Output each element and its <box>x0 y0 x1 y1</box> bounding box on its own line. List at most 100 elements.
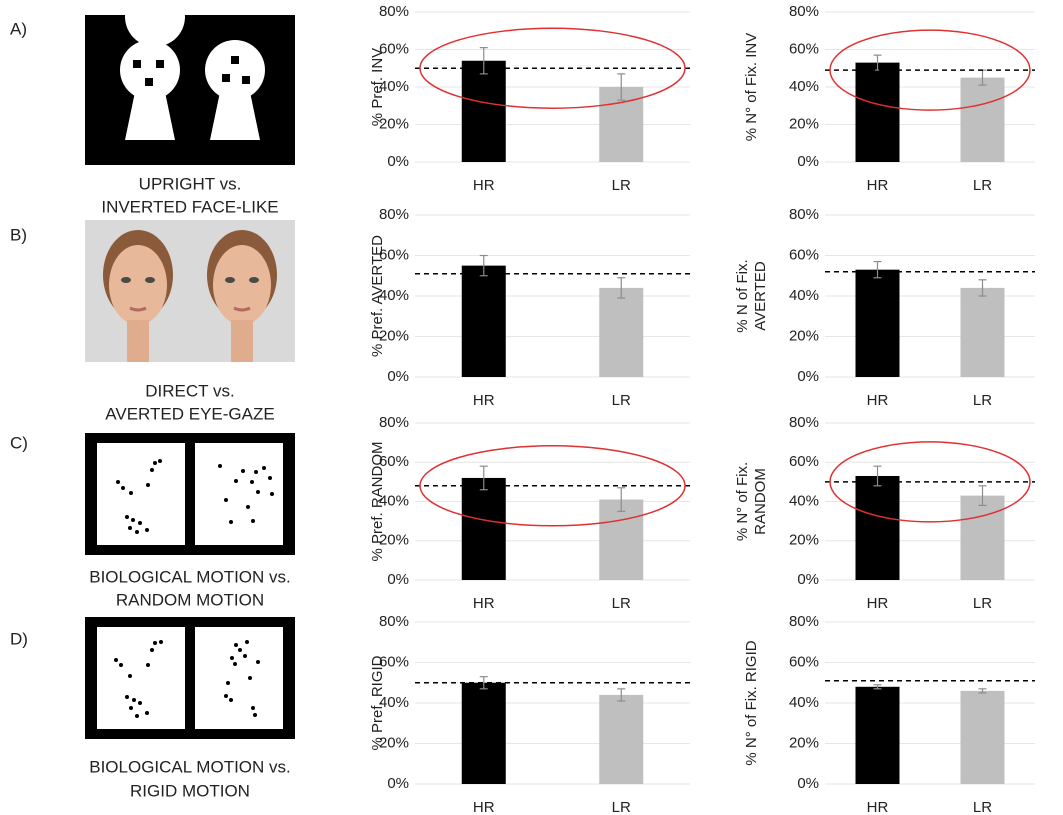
y-axis-label-line: AVERTED <box>752 261 769 331</box>
bar-chart: 0% 20% 40% 60% 80% HR LR % N of Fix.AVERTED <box>734 206 1035 409</box>
caption: RANDOM MOTION <box>116 590 264 609</box>
y-tick-label: 80% <box>789 414 819 431</box>
y-axis-label-line: % Pref. INV <box>369 48 386 126</box>
bar <box>599 694 644 784</box>
y-tick-label: 20% <box>789 327 819 344</box>
y-tick-label: 60% <box>789 246 819 263</box>
y-tick-label: 40% <box>379 694 409 711</box>
y-tick-label: 60% <box>789 453 819 470</box>
panel-label: B) <box>10 225 27 244</box>
bar <box>960 690 1005 784</box>
error-bar <box>617 487 626 512</box>
y-tick-label: 20% <box>789 734 819 751</box>
x-tick-label: HR <box>473 799 495 815</box>
y-tick-label: 80% <box>379 414 409 431</box>
error-bar <box>978 485 987 507</box>
error-bar <box>479 47 488 75</box>
stimulus-point-lights <box>85 433 295 555</box>
y-tick-label: 0% <box>797 571 819 588</box>
y-tick-label: 0% <box>797 368 819 385</box>
caption: DIRECT vs. <box>145 381 234 400</box>
bar <box>960 287 1005 377</box>
y-axis-label: % Pref. AVERTED <box>369 235 386 357</box>
bar-chart: 0% 20% 40% 60% 80% HR LR % Pref. INV <box>369 3 690 194</box>
y-tick-label: 20% <box>379 327 409 344</box>
error-bar <box>873 465 882 487</box>
stimulus-faces <box>85 220 295 362</box>
highlight-ellipse <box>829 29 1031 111</box>
panel-label: D) <box>10 629 28 648</box>
y-axis-label-line: % N° of Fix. RIGID <box>743 640 760 765</box>
bar-chart: 0% 20% 40% 60% 80% HR LR % N° of Fix. RIGID <box>743 613 1035 815</box>
y-tick-label: 80% <box>789 206 819 223</box>
y-tick-label: 60% <box>789 40 819 57</box>
bar <box>461 477 506 580</box>
y-tick-label: 0% <box>387 368 409 385</box>
y-tick-label: 0% <box>797 153 819 170</box>
caption: INVERTED FACE-LIKE <box>101 197 278 216</box>
bar <box>461 682 506 784</box>
y-axis-label: % Pref. INV <box>369 48 386 126</box>
error-bar <box>617 73 626 101</box>
error-bar <box>873 684 882 690</box>
stimulus-point-lights <box>85 617 295 739</box>
y-tick-label: 40% <box>379 78 409 95</box>
y-axis-label-line: % N° of Fix. INV <box>743 33 760 142</box>
bar <box>461 265 506 377</box>
caption: BIOLOGICAL MOTION vs. <box>89 757 291 776</box>
y-tick-label: 40% <box>379 492 409 509</box>
y-tick-label: 40% <box>789 694 819 711</box>
caption: RIGID MOTION <box>130 781 250 800</box>
y-tick-label: 40% <box>379 287 409 304</box>
y-tick-label: 60% <box>379 40 409 57</box>
caption: UPRIGHT vs. <box>139 174 242 193</box>
y-tick-label: 20% <box>379 734 409 751</box>
highlight-ellipse <box>419 27 686 109</box>
y-tick-label: 60% <box>379 653 409 670</box>
highlight-ellipse <box>829 441 1031 523</box>
bar-chart: 0% 20% 40% 60% 80% HR LR % Pref. RIGID <box>369 613 690 815</box>
x-tick-label: HR <box>473 595 495 612</box>
x-tick-label: LR <box>973 392 992 409</box>
panel-label: C) <box>10 433 28 452</box>
x-tick-label: LR <box>973 177 992 194</box>
y-axis-label-line: % Pref. RANDOM <box>369 441 386 561</box>
y-tick-label: 60% <box>789 653 819 670</box>
y-tick-label: 20% <box>379 115 409 132</box>
y-tick-label: 0% <box>387 153 409 170</box>
y-axis-label: % N° of Fix. RIGID <box>743 640 760 765</box>
x-tick-label: HR <box>867 177 889 194</box>
y-tick-label: 80% <box>379 613 409 630</box>
y-tick-label: 60% <box>379 453 409 470</box>
stimulus-face-like <box>85 0 295 165</box>
error-bar <box>479 465 488 491</box>
bar <box>855 269 900 377</box>
y-tick-label: 80% <box>379 206 409 223</box>
y-axis-label: % Pref. RANDOM <box>369 441 386 561</box>
x-tick-label: HR <box>867 595 889 612</box>
y-axis-label-line: % Pref. RIGID <box>369 655 386 750</box>
bar <box>461 60 506 162</box>
caption: AVERTED EYE-GAZE <box>105 404 274 423</box>
x-tick-label: LR <box>612 799 631 815</box>
error-bar <box>978 688 987 694</box>
y-axis-label: % N of Fix.AVERTED <box>734 259 769 332</box>
bar <box>855 62 900 162</box>
y-tick-label: 0% <box>387 571 409 588</box>
y-tick-label: 40% <box>789 287 819 304</box>
panel-label: A) <box>10 19 27 38</box>
y-axis-label: % Pref. RIGID <box>369 655 386 750</box>
bar <box>960 495 1005 580</box>
bar <box>960 77 1005 162</box>
error-bar <box>617 688 626 702</box>
y-axis-label: % N° of Fix. INV <box>743 33 760 142</box>
y-axis-label-line: RANDOM <box>752 468 769 535</box>
y-tick-label: 20% <box>379 532 409 549</box>
y-axis-label-line: % N° of Fix. <box>734 462 751 541</box>
y-axis-label: % N° of Fix.RANDOM <box>734 462 769 541</box>
x-tick-label: LR <box>612 177 631 194</box>
bar <box>855 686 900 784</box>
y-axis-label-line: % Pref. AVERTED <box>369 235 386 357</box>
error-bar <box>978 279 987 297</box>
